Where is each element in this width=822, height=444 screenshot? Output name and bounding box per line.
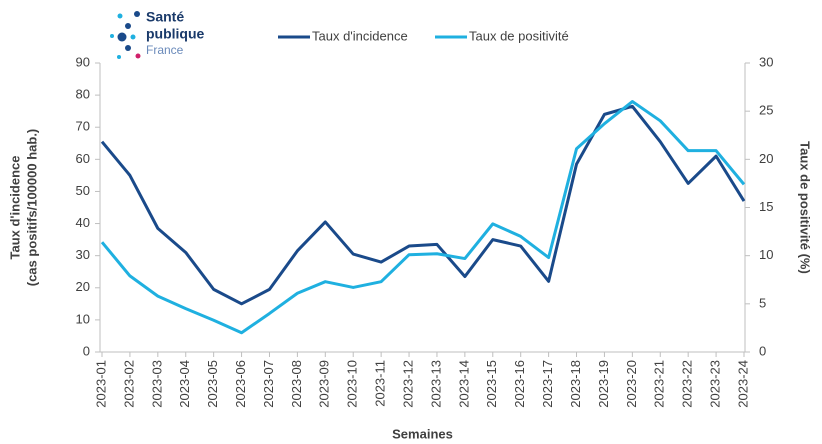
logo-dot — [135, 53, 141, 59]
x-tick-label: 2023-19 — [596, 360, 611, 408]
y2-tick-label: 20 — [759, 151, 773, 166]
y-tick-label: 60 — [76, 151, 90, 166]
x-tick-label: 2023-08 — [289, 360, 304, 408]
x-tick-label: 2023-17 — [540, 360, 555, 408]
x-axis-title: Semaines — [392, 426, 453, 441]
y-tick-label: 90 — [76, 54, 90, 69]
y2-tick-label: 15 — [759, 199, 773, 214]
legend-label: Taux de positivité — [469, 28, 569, 43]
x-tick-label: 2023-05 — [205, 360, 220, 408]
x-tick-label: 2023-09 — [317, 360, 332, 408]
x-tick-label: 2023-10 — [345, 360, 360, 408]
logo-dot — [117, 32, 127, 42]
y2-tick-label: 5 — [759, 295, 766, 310]
logo: Santé publique France — [110, 9, 205, 59]
y-tick-label: 80 — [76, 87, 90, 102]
x-tick-label: 2023-22 — [680, 360, 695, 408]
x-tick-label: 2023-15 — [484, 360, 499, 408]
logo-dot — [125, 23, 131, 29]
series-line — [100, 100, 746, 335]
y2-tick-label: 30 — [759, 54, 773, 69]
x-tick-label: 2023-07 — [261, 360, 276, 408]
logo-text: France — [146, 43, 184, 57]
x-tick-label: 2023-21 — [652, 360, 667, 408]
x-tick-label: 2023-24 — [735, 360, 750, 408]
x-tick-label: 2023-23 — [708, 360, 723, 408]
legend-label: Taux d'incidence — [312, 28, 408, 43]
x-tick-label: 2023-16 — [512, 360, 527, 408]
logo-dot — [130, 34, 136, 40]
logo-dot — [117, 55, 121, 59]
y2-tick-label: 25 — [759, 103, 773, 118]
y-tick-label: 30 — [76, 247, 90, 262]
y-tick-label: 50 — [76, 183, 90, 198]
y-tick-label: 10 — [76, 311, 90, 326]
y-tick-label: 70 — [76, 119, 90, 134]
logo-dot — [110, 34, 114, 38]
x-tick-label: 2023-11 — [373, 360, 388, 407]
logo-dot — [134, 11, 140, 17]
x-tick-label: 2023-18 — [568, 360, 583, 408]
x-tick-label: 2023-03 — [149, 360, 164, 408]
y2-axis-title: Taux de positivité (%) — [798, 141, 813, 274]
logo-dot — [125, 45, 131, 51]
x-tick-label: 2023-04 — [177, 360, 192, 408]
logo-text: Santé — [146, 9, 184, 25]
y2-tick-label: 10 — [759, 247, 773, 262]
y-axis-title: Taux d'incidence — [7, 156, 22, 260]
y-axis-title: (cas positifs/100000 hab.) — [24, 129, 39, 287]
y2-tick-label: 0 — [759, 343, 766, 358]
series-line — [100, 104, 746, 306]
y-tick-label: 20 — [76, 279, 90, 294]
x-tick-label: 2023-06 — [233, 360, 248, 408]
y-tick-label: 0 — [83, 343, 90, 358]
x-tick-label: 2023-14 — [456, 360, 471, 408]
x-tick-label: 2023-20 — [624, 360, 639, 408]
logo-text: publique — [146, 26, 205, 42]
x-tick-label: 2023-12 — [400, 360, 415, 408]
logo-dot — [117, 13, 123, 19]
y-tick-label: 40 — [76, 215, 90, 230]
x-tick-label: 2023-02 — [121, 360, 136, 408]
x-tick-label: 2023-01 — [93, 360, 108, 408]
x-tick-label: 2023-13 — [428, 360, 443, 408]
